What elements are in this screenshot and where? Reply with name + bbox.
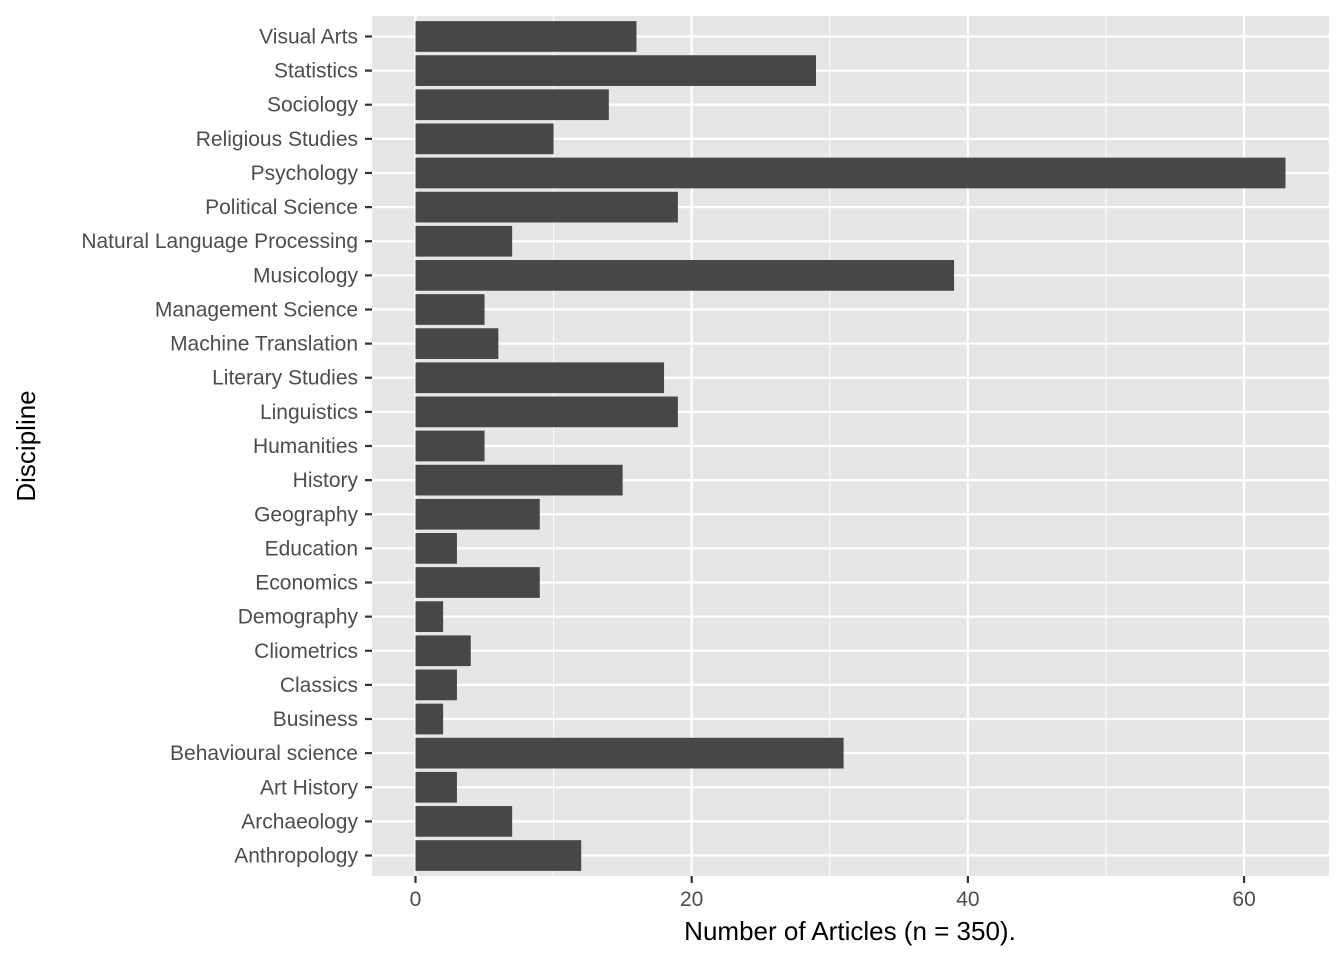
y-tick-label: Economics (255, 572, 358, 595)
bar (415, 260, 955, 291)
bar (415, 396, 678, 428)
y-tick-label: Sociology (267, 94, 359, 117)
bar (415, 464, 623, 496)
y-tick-label: Musicology (253, 264, 359, 287)
y-tick-label: Cliometrics (254, 640, 358, 663)
y-tick-label: Art History (260, 776, 359, 799)
bar (415, 362, 665, 394)
bar (415, 21, 637, 52)
y-tick-label: Religious Studies (196, 128, 358, 151)
y-tick-label: Education (265, 537, 358, 560)
y-tick-label: Anthropology (234, 845, 358, 868)
bar (415, 533, 457, 564)
bar (415, 157, 1286, 189)
bar (415, 601, 444, 632)
y-tick-label: Visual Arts (259, 25, 358, 48)
y-tick-label: Classics (280, 674, 358, 697)
y-tick-label: Machine Translation (170, 333, 358, 356)
x-tick-label: 0 (410, 888, 422, 911)
bar (415, 567, 540, 598)
y-tick-label: Business (273, 708, 358, 731)
bar (415, 635, 471, 667)
bar (415, 840, 582, 871)
y-tick-label: Natural Language Processing (81, 230, 358, 253)
y-tick-label: History (293, 469, 359, 492)
x-axis-title: Number of Articles (n = 350). (684, 916, 1016, 946)
bar (415, 430, 485, 462)
bar (415, 328, 499, 359)
y-axis-title: Discipline (11, 390, 41, 501)
y-tick-label: Humanities (253, 435, 358, 458)
y-tick-label: Archaeology (241, 810, 358, 833)
bar (415, 123, 554, 155)
bar (415, 294, 485, 325)
y-tick-label: Psychology (251, 162, 359, 185)
bars (415, 21, 1286, 871)
x-tick-label: 60 (1232, 888, 1255, 911)
bar (415, 669, 457, 701)
y-tick-label: Political Science (205, 196, 358, 219)
bar (415, 703, 444, 735)
bar (415, 498, 540, 530)
x-axis: 0 20 40 60 (410, 876, 1256, 911)
y-tick-label: Literary Studies (212, 367, 358, 390)
y-tick-label: Geography (254, 503, 358, 526)
bar (415, 737, 844, 769)
bar (415, 806, 513, 837)
y-tick-label: Demography (238, 606, 359, 629)
bar (415, 55, 816, 86)
y-tick-label: Linguistics (260, 401, 358, 424)
bar (415, 191, 678, 223)
x-tick-label: 40 (956, 888, 979, 911)
y-tick-label: Statistics (274, 60, 358, 83)
y-tick-label: Behavioural science (170, 742, 358, 765)
y-tick-label: Management Science (155, 298, 358, 321)
x-tick-label: 20 (680, 888, 703, 911)
bar (415, 89, 609, 121)
bar (415, 771, 457, 803)
y-axis: Anthropology Archaeology Art History Behavi… (81, 25, 372, 868)
bar (415, 225, 513, 257)
